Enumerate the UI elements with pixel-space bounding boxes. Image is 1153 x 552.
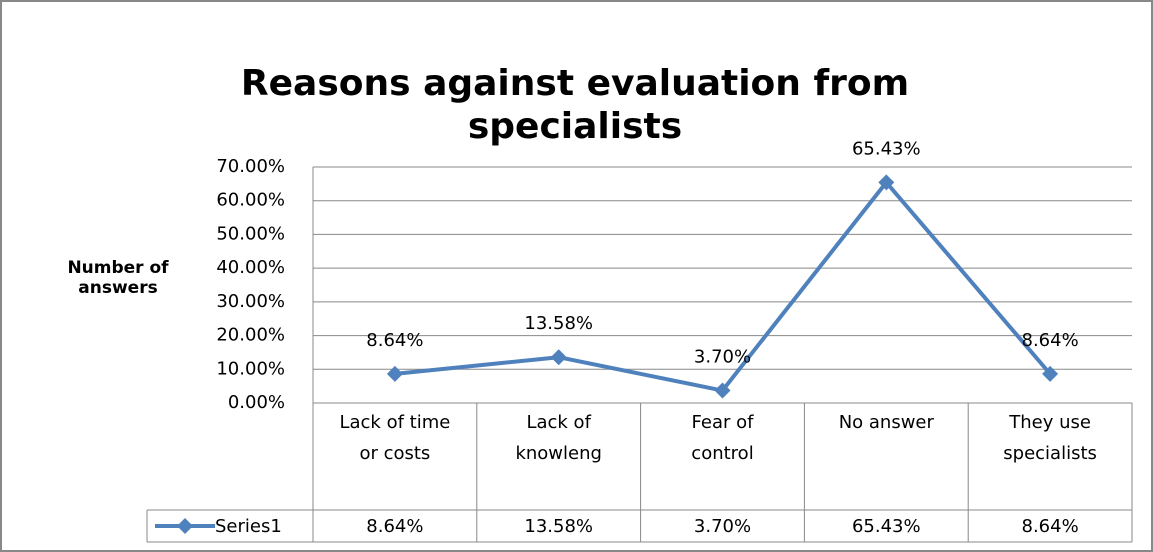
y-axis-label: Number of answers [67,258,169,299]
legend-marker [177,518,193,534]
table-value: 65.43% [852,516,921,537]
x-tick-label: Fear of control [691,412,754,464]
y-tick-label: 50.00% [216,223,285,244]
x-tick-label: No answer [838,412,934,433]
data-label: 8.64% [366,330,423,351]
data-label: 13.58% [524,313,593,334]
y-tick-label: 40.00% [216,257,285,278]
x-tick-label: Lack of knowleng [515,412,602,464]
marker [714,382,731,399]
y-tick-label: 30.00% [216,291,285,312]
marker [878,174,895,191]
data-label: 3.70% [694,347,751,368]
table-value: 13.58% [524,516,593,537]
marker [1042,365,1059,382]
y-tick-label: 10.00% [216,358,285,379]
legend-label: Series1 [215,516,282,537]
x-tick-label: They use specialists [1003,412,1097,464]
y-tick-label: 20.00% [216,325,285,346]
table-value: 8.64% [1022,516,1079,537]
data-label: 65.43% [852,138,921,159]
data-label: 8.64% [1022,330,1079,351]
table-value: 3.70% [694,516,751,537]
y-tick-label: 60.00% [216,190,285,211]
table-value: 8.64% [366,516,423,537]
y-tick-label: 0.00% [228,392,285,413]
x-tick-label: Lack of time or costs [339,412,451,464]
y-tick-label: 70.00% [216,156,285,177]
chart-title: Reasons against evaluation from speciali… [240,63,910,148]
marker [550,349,567,366]
marker [386,365,403,382]
